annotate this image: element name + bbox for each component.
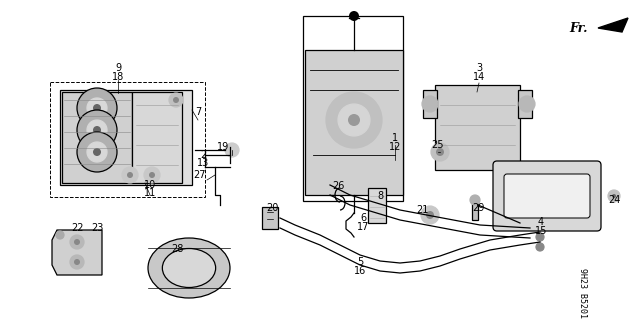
- Circle shape: [122, 167, 138, 183]
- Text: 7: 7: [195, 107, 201, 117]
- Text: 22: 22: [72, 223, 84, 233]
- Bar: [423, 90, 437, 118]
- Ellipse shape: [163, 249, 216, 287]
- Text: 6: 6: [360, 213, 366, 223]
- Text: 13: 13: [197, 158, 209, 168]
- Polygon shape: [598, 18, 628, 32]
- Text: 17: 17: [357, 222, 369, 232]
- Circle shape: [225, 143, 239, 157]
- Circle shape: [338, 104, 370, 136]
- Bar: [60, 90, 192, 185]
- Circle shape: [470, 195, 480, 205]
- Bar: [305, 50, 403, 195]
- Circle shape: [93, 148, 101, 156]
- Circle shape: [326, 92, 382, 148]
- Text: Fr.: Fr.: [570, 21, 588, 34]
- Circle shape: [612, 194, 616, 198]
- Circle shape: [169, 93, 183, 107]
- Circle shape: [144, 167, 160, 183]
- Text: 11: 11: [144, 188, 156, 198]
- Bar: [62, 92, 132, 183]
- Text: 24: 24: [608, 195, 620, 205]
- Text: 9: 9: [115, 63, 121, 73]
- Text: 16: 16: [354, 266, 366, 276]
- Circle shape: [349, 11, 359, 21]
- FancyBboxPatch shape: [493, 161, 601, 231]
- Circle shape: [77, 132, 117, 172]
- Circle shape: [519, 96, 535, 112]
- Circle shape: [422, 96, 438, 112]
- Circle shape: [74, 239, 80, 245]
- Circle shape: [70, 235, 84, 249]
- Circle shape: [93, 104, 101, 112]
- Bar: [303, 16, 403, 201]
- Circle shape: [87, 120, 107, 140]
- Polygon shape: [52, 230, 102, 275]
- Text: 2: 2: [200, 150, 206, 160]
- Bar: [132, 92, 182, 183]
- Text: 27: 27: [194, 170, 206, 180]
- Circle shape: [536, 243, 544, 251]
- Circle shape: [87, 142, 107, 162]
- Text: 5: 5: [357, 257, 363, 267]
- Text: 8: 8: [377, 191, 383, 201]
- Circle shape: [87, 98, 107, 118]
- Text: 10: 10: [144, 180, 156, 190]
- Text: 15: 15: [535, 226, 547, 236]
- Text: 26: 26: [332, 181, 344, 191]
- Circle shape: [74, 259, 80, 265]
- Circle shape: [426, 211, 434, 219]
- Text: 25: 25: [432, 140, 444, 150]
- Circle shape: [536, 233, 544, 241]
- Text: 1: 1: [392, 133, 398, 143]
- Circle shape: [608, 190, 620, 202]
- Circle shape: [348, 114, 360, 126]
- Bar: [368, 188, 386, 223]
- Circle shape: [173, 97, 179, 103]
- Text: 21: 21: [416, 205, 428, 215]
- Circle shape: [431, 143, 449, 161]
- Text: 3: 3: [476, 63, 482, 73]
- Circle shape: [70, 255, 84, 269]
- Circle shape: [436, 148, 444, 156]
- FancyBboxPatch shape: [504, 174, 590, 218]
- Circle shape: [149, 172, 155, 178]
- Text: 18: 18: [112, 72, 124, 82]
- Circle shape: [77, 88, 117, 128]
- Circle shape: [77, 110, 117, 150]
- Text: 9H23 B5201C: 9H23 B5201C: [577, 268, 586, 319]
- Circle shape: [421, 206, 439, 224]
- Text: 14: 14: [473, 72, 485, 82]
- Text: 28: 28: [171, 244, 183, 254]
- Bar: [435, 85, 520, 170]
- Circle shape: [56, 231, 64, 239]
- Circle shape: [93, 126, 101, 134]
- Bar: [472, 202, 478, 220]
- Text: 23: 23: [91, 223, 103, 233]
- Bar: [518, 90, 532, 118]
- Circle shape: [127, 172, 133, 178]
- Text: 19: 19: [217, 142, 229, 152]
- Text: 20: 20: [266, 203, 278, 213]
- Text: 4: 4: [538, 217, 544, 227]
- Bar: [262, 207, 278, 229]
- Text: 29: 29: [472, 203, 484, 213]
- Ellipse shape: [148, 238, 230, 298]
- Text: 12: 12: [389, 142, 401, 152]
